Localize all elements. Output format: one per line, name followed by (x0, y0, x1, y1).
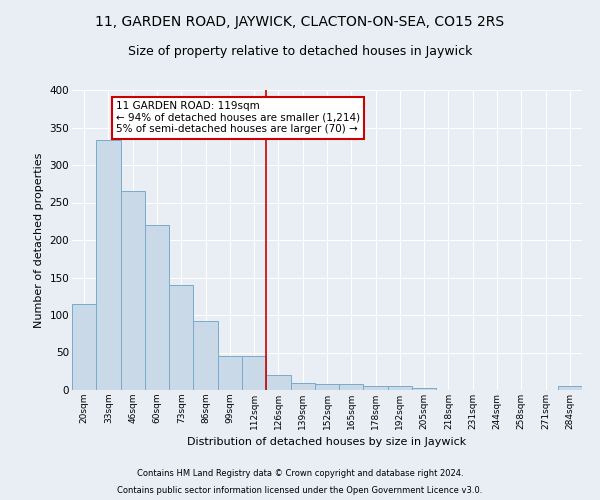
Bar (193, 321, 218, 390)
Bar (96, 140, 121, 390)
Bar (339, 384, 364, 390)
Text: Contains public sector information licensed under the Open Government Licence v3: Contains public sector information licen… (118, 486, 482, 495)
Bar (364, 386, 388, 390)
Text: 11 GARDEN ROAD: 119sqm
← 94% of detached houses are smaller (1,214)
5% of semi-d: 11 GARDEN ROAD: 119sqm ← 94% of detached… (116, 101, 360, 134)
Bar (315, 384, 339, 390)
X-axis label: Distribution of detached houses by size in Jaywick: Distribution of detached houses by size … (187, 438, 467, 448)
Bar (145, 225, 169, 390)
Text: 11, GARDEN ROAD, JAYWICK, CLACTON-ON-SEA, CO15 2RS: 11, GARDEN ROAD, JAYWICK, CLACTON-ON-SEA… (95, 15, 505, 29)
Bar (121, 191, 145, 390)
Bar (266, 375, 290, 390)
Text: Size of property relative to detached houses in Jaywick: Size of property relative to detached ho… (128, 45, 472, 58)
Bar (169, 285, 193, 390)
Bar (290, 382, 315, 390)
Y-axis label: Number of detached properties: Number of detached properties (34, 152, 44, 328)
Bar (412, 388, 436, 390)
Bar (72, 304, 96, 390)
Text: Contains HM Land Registry data © Crown copyright and database right 2024.: Contains HM Land Registry data © Crown c… (137, 468, 463, 477)
Bar (388, 386, 412, 390)
Bar (558, 386, 582, 390)
Bar (242, 356, 266, 390)
Bar (218, 356, 242, 390)
